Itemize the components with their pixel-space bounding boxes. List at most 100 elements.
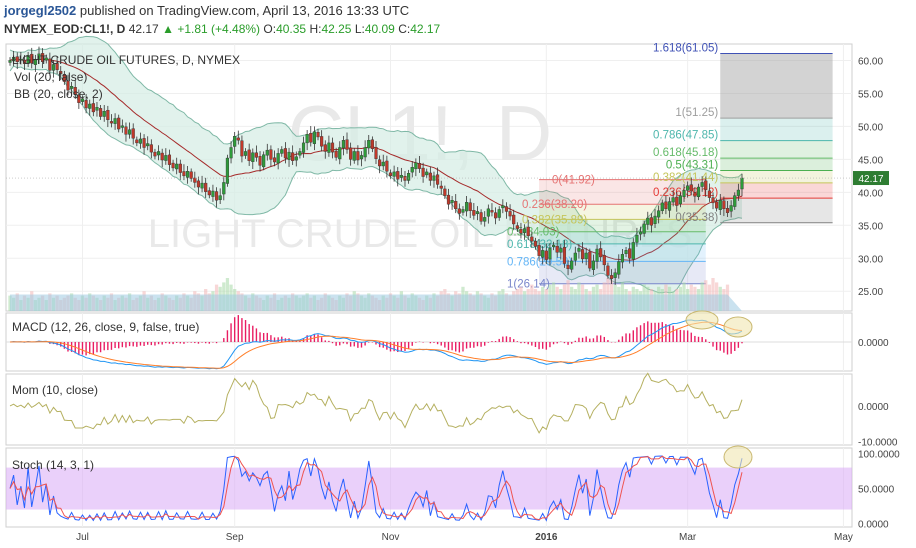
- candle-body: [77, 94, 81, 103]
- fib-retracement-label: 1(26.14): [507, 279, 550, 291]
- candle-body: [537, 245, 541, 256]
- fib-extension-label: 0.786(47.85): [653, 130, 718, 142]
- mom-legend[interactable]: Mom (10, close): [12, 383, 98, 397]
- candle-body: [704, 180, 708, 190]
- candle-body: [642, 223, 646, 234]
- candle-body: [182, 171, 186, 177]
- candle-body: [667, 201, 672, 211]
- candle-body: [254, 152, 258, 158]
- bollinger-lower-line: [9, 65, 743, 294]
- candle-body: [327, 142, 331, 153]
- candle-body: [146, 143, 150, 147]
- candle-body: [693, 192, 697, 197]
- close-value: 42.17: [410, 22, 441, 36]
- candle-body: [204, 182, 208, 192]
- price-tick-label: 60.00: [858, 56, 883, 67]
- candle-body: [392, 171, 396, 177]
- candle-body: [128, 129, 132, 135]
- candle-body: [432, 175, 436, 181]
- candle-body: [363, 147, 367, 158]
- candle-body: [276, 153, 280, 164]
- candle-body: [138, 138, 143, 144]
- candle-body: [396, 171, 400, 180]
- candle-body: [461, 209, 465, 213]
- fib-extension-label: 1.618(61.05): [653, 43, 718, 55]
- fib-extension-zone: [720, 198, 833, 223]
- candle-body: [555, 245, 559, 253]
- candle-body: [312, 131, 316, 145]
- macd-legend[interactable]: MACD (12, 26, close, 9, false, true): [12, 320, 199, 334]
- candle-body: [131, 128, 135, 139]
- fib-extension-zone: [720, 118, 833, 141]
- price-tick-label: 50.00: [858, 122, 883, 133]
- fib-retracement-label: 0.382(35.89): [522, 214, 587, 226]
- candle-body: [185, 171, 190, 178]
- candle-body: [323, 144, 327, 152]
- candle-body: [149, 144, 153, 153]
- candle-body: [283, 148, 287, 159]
- candle-body: [70, 85, 74, 89]
- candle-body: [265, 149, 269, 156]
- macd-highlight-circle: [723, 316, 753, 338]
- candle-body: [30, 53, 34, 64]
- candle-body: [584, 252, 588, 260]
- candle-body: [490, 210, 494, 213]
- candle-body: [508, 211, 512, 217]
- fib-extension-zone: [720, 182, 833, 199]
- candle-body: [236, 137, 240, 141]
- candle-body: [356, 151, 360, 161]
- candle-body: [258, 156, 262, 166]
- candle-body: [330, 142, 335, 153]
- candle-body: [91, 103, 95, 113]
- change-value: +1.81 (+4.48%): [177, 22, 261, 36]
- stoch-legend[interactable]: Stoch (14, 3, 1): [12, 458, 94, 472]
- candle-body: [26, 55, 30, 64]
- candle-body: [345, 139, 349, 150]
- stoch-tick-label: 0.0000: [858, 520, 889, 531]
- candle-body: [240, 140, 244, 157]
- candle-body: [609, 275, 614, 279]
- bb-legend[interactable]: BB (20, close, 2): [14, 87, 103, 101]
- candle-body: [696, 186, 701, 198]
- candle-body: [164, 155, 168, 161]
- main-chart-title: LIGHT CRUDE OIL FUTURES, D, NYMEX: [12, 53, 240, 67]
- candle-body: [84, 100, 88, 109]
- candle-body: [533, 240, 538, 247]
- vol-legend[interactable]: Vol (20, false): [14, 70, 87, 84]
- candle-body: [33, 58, 37, 65]
- candle-body: [479, 212, 483, 222]
- candle-body: [628, 248, 632, 259]
- time-tick-label: Mar: [679, 532, 697, 543]
- candle-body: [497, 209, 501, 218]
- candle-body: [733, 195, 737, 207]
- candle-body: [309, 133, 313, 143]
- candle-body: [59, 71, 63, 74]
- candle-body: [229, 147, 233, 159]
- candle-body: [675, 196, 679, 206]
- candle-body: [200, 182, 204, 189]
- candle-body: [73, 87, 77, 95]
- candle-body: [193, 177, 197, 183]
- candle-body: [142, 138, 146, 148]
- candle-body: [41, 53, 45, 62]
- macd-highlight-circle: [685, 310, 719, 330]
- candle-body: [664, 201, 668, 210]
- change-arrow-icon: ▲: [162, 22, 174, 36]
- stoch-highlight-circle: [723, 445, 753, 469]
- last-price-badge-text: 42.17: [858, 174, 883, 185]
- candle-body: [606, 265, 610, 276]
- candle-body: [486, 208, 490, 217]
- candle-body: [334, 150, 338, 158]
- candle-body: [439, 185, 443, 189]
- candle-body: [8, 60, 12, 63]
- mom-tick-label: 0.0000: [858, 402, 889, 413]
- candle-body: [649, 217, 653, 226]
- candle-body: [367, 140, 371, 149]
- candle-body: [51, 64, 56, 71]
- candle-body: [243, 151, 248, 156]
- author-link[interactable]: jorgegl2502: [4, 3, 77, 18]
- candle-body: [218, 195, 222, 200]
- symbol-label[interactable]: NYMEX_EOD:CL1!, D: [4, 22, 126, 36]
- candle-body: [214, 191, 219, 201]
